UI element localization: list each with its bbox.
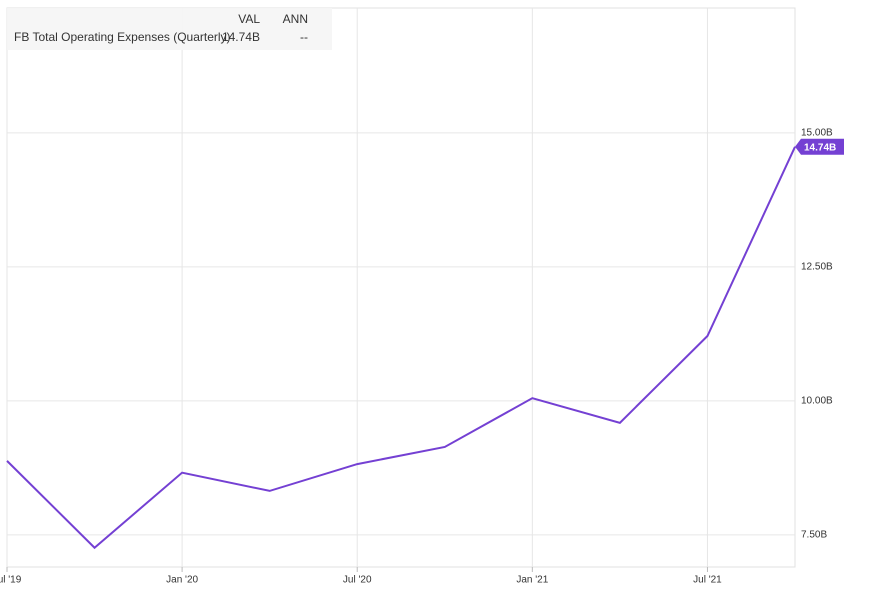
legend-name[interactable]: FB Total Operating Expenses (Quarterly) bbox=[14, 30, 231, 44]
x-tick-label: Jul '21 bbox=[693, 575, 722, 586]
x-tick-label: Jul '20 bbox=[343, 575, 372, 586]
legend: VAL ANN FB Total Operating Expenses (Qua… bbox=[7, 8, 332, 50]
y-tick-label: 7.50B bbox=[801, 529, 827, 540]
plot-frame bbox=[6, 7, 796, 568]
y-tick-label: 15.00B bbox=[801, 128, 833, 139]
legend-header: ANN bbox=[283, 12, 308, 26]
y-tick-label: 10.00B bbox=[801, 395, 833, 406]
value-label: 14.74B bbox=[804, 142, 836, 153]
y-tick-label: 12.50B bbox=[801, 262, 833, 273]
x-tick-label: Jul '19 bbox=[0, 575, 22, 586]
x-tick-label: Jan '20 bbox=[166, 575, 198, 586]
legend-header: VAL bbox=[238, 12, 260, 26]
line bbox=[6, 146, 796, 550]
value-label-tag bbox=[795, 138, 844, 155]
legend-ann: -- bbox=[300, 30, 308, 44]
x-tick-label: Jan '21 bbox=[516, 575, 548, 586]
legend-value: 14.74B bbox=[222, 30, 260, 44]
legend-box bbox=[7, 8, 332, 50]
